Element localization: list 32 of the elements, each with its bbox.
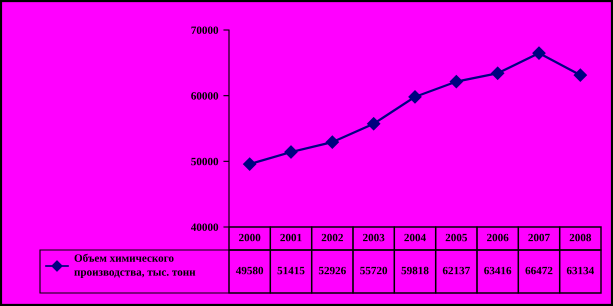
data-label: 55720 bbox=[360, 266, 388, 274]
y-tick-label: 60000 bbox=[191, 92, 218, 100]
x-tick-label: 2007 bbox=[528, 234, 550, 242]
data-label: 52926 bbox=[318, 266, 346, 274]
point bbox=[243, 158, 256, 171]
point bbox=[574, 68, 587, 82]
data-label: 51415 bbox=[278, 266, 304, 274]
data-label: 63134 bbox=[566, 266, 594, 274]
point bbox=[491, 66, 504, 80]
x-tick-label: 2005 bbox=[446, 234, 468, 242]
point bbox=[326, 136, 339, 149]
data-label: 63416 bbox=[484, 266, 512, 274]
data-label: 59818 bbox=[402, 266, 429, 274]
x-tick-label: 2003 bbox=[363, 234, 384, 242]
x-tick-label: 2001 bbox=[280, 234, 302, 242]
y-tick-label: 50000 bbox=[191, 158, 218, 166]
y-tick-label: 70000 bbox=[191, 26, 218, 34]
point bbox=[408, 90, 422, 104]
point bbox=[367, 117, 380, 130]
point bbox=[450, 75, 463, 88]
y-tick-label: 40000 bbox=[190, 223, 218, 231]
x-tick-label: 2006 bbox=[487, 234, 508, 242]
point bbox=[532, 46, 546, 60]
x-tick-label: 2004 bbox=[404, 234, 426, 242]
data-label: 66472 bbox=[525, 266, 552, 274]
x-tick-label: 2002 bbox=[322, 234, 343, 242]
x-tick-label: 2008 bbox=[570, 234, 592, 242]
point bbox=[284, 145, 298, 159]
data-label: 49580 bbox=[236, 266, 264, 274]
legend-label: Объем химического производства, тыс. тонн bbox=[74, 254, 196, 278]
data-label: 62137 bbox=[442, 266, 470, 274]
x-tick-label: 2000 bbox=[239, 234, 260, 242]
